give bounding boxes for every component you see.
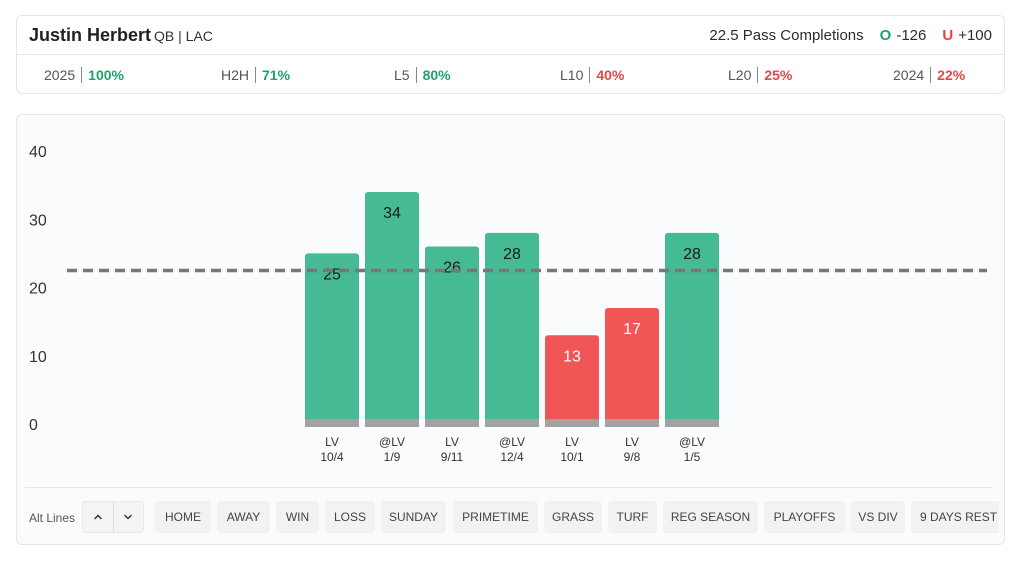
stat-label: 2024: [893, 67, 932, 83]
stat-label: 2025: [44, 67, 83, 83]
y-tick-label: 0: [29, 417, 38, 434]
filter-primetime[interactable]: PRIMETIME: [453, 501, 538, 533]
over-letter[interactable]: O: [879, 27, 892, 44]
x-tick-opponent: @LV: [379, 435, 405, 449]
prop-line: 22.5 Pass Completions O -126 U +100: [709, 27, 992, 44]
stat-value: 40%: [596, 67, 625, 83]
y-tick-label: 10: [29, 349, 47, 366]
filter-9-days-rest[interactable]: 9 DAYS REST: [911, 501, 999, 533]
bar-base: [365, 419, 419, 427]
y-tick-label: 20: [29, 281, 47, 298]
x-tick-opponent: LV: [625, 435, 639, 449]
bar-value-label: 34: [383, 205, 401, 222]
filter-grass[interactable]: GRASS: [544, 501, 602, 533]
x-tick-date: 9/11: [441, 450, 464, 464]
bar[interactable]: [665, 232, 719, 426]
filter-reg-season[interactable]: REG SEASON: [663, 501, 758, 533]
stat-value: 80%: [422, 67, 451, 83]
hit-rate-row: 2025 100% H2H 71% L5 80% L10 40% L20 25%…: [17, 56, 1004, 94]
filter-home[interactable]: HOME: [155, 501, 211, 533]
stat-2024[interactable]: 2024 22%: [893, 67, 965, 83]
alt-lines-label: Alt Lines: [29, 511, 76, 525]
x-tick-date: 10/4: [320, 450, 344, 464]
x-tick-date: 10/1: [560, 450, 584, 464]
bar-base: [425, 419, 479, 427]
filter-turf[interactable]: TURF: [608, 501, 657, 533]
x-tick-date: 9/8: [624, 450, 641, 464]
stat-value: 22%: [937, 67, 966, 83]
bar-base: [545, 419, 599, 427]
filter-bar: Alt Lines HOME AWAY WIN LOSS SUNDAY PRIM…: [17, 487, 1004, 535]
filter-away[interactable]: AWAY: [217, 501, 270, 533]
filter-win[interactable]: WIN: [276, 501, 319, 533]
chevron-down-icon[interactable]: [112, 502, 144, 532]
stat-l5[interactable]: L5 80%: [394, 67, 451, 83]
bar-value-label: 13: [563, 348, 581, 365]
stat-label: L20: [728, 67, 759, 83]
bar-base: [665, 419, 719, 427]
x-tick-date: 1/5: [684, 450, 701, 464]
bar[interactable]: [485, 232, 539, 426]
x-tick-date: 12/4: [500, 450, 524, 464]
player-title: Justin Herbert QB | LAC: [29, 25, 213, 46]
bar-base: [305, 419, 359, 427]
x-tick-opponent: @LV: [499, 435, 525, 449]
bar[interactable]: [605, 307, 659, 426]
under-odds[interactable]: +100: [958, 27, 992, 44]
y-tick-label: 30: [29, 212, 47, 229]
player-name: Justin Herbert: [29, 25, 152, 45]
y-tick-label: 40: [29, 144, 47, 161]
filter-loss[interactable]: LOSS: [325, 501, 375, 533]
bar-value-label: 26: [443, 260, 461, 277]
bar-base: [485, 419, 539, 427]
bar-value-label: 28: [503, 246, 521, 263]
prop-header-card: Justin Herbert QB | LAC 22.5 Pass Complet…: [16, 15, 1005, 94]
stat-label: H2H: [221, 67, 257, 83]
bar-value-label: 17: [623, 321, 641, 338]
stat-label: L5: [394, 67, 417, 83]
chart-card: 0 10 20 30 40 25 LV 10/4 34 @LV 1/9 26 LV 9/11 28 @LV 12…: [16, 114, 1005, 545]
x-tick-opponent: LV: [325, 435, 339, 449]
stat-l10[interactable]: L10 40%: [560, 67, 624, 83]
stat-2025[interactable]: 2025 100%: [44, 67, 124, 83]
over-odds[interactable]: -126: [896, 27, 927, 44]
x-tick-opponent: @LV: [679, 435, 705, 449]
stat-h2h[interactable]: H2H 71%: [221, 67, 290, 83]
stat-value: 100%: [88, 67, 124, 83]
bar[interactable]: [545, 335, 599, 426]
bar-base: [605, 419, 659, 427]
stat-value: 25%: [764, 67, 793, 83]
prop-label: 22.5 Pass Completions: [709, 27, 864, 44]
filter-divider: [25, 487, 992, 488]
stat-label: L10: [560, 67, 591, 83]
stat-l20[interactable]: L20 25%: [728, 67, 792, 83]
bar[interactable]: [425, 246, 479, 426]
filter-playoffs[interactable]: PLAYOFFS: [764, 501, 845, 533]
bar[interactable]: [365, 191, 419, 426]
bar-chart: 01020304025LV10/434@LV1/926LV9/1128@LV12…: [29, 144, 987, 464]
under-letter[interactable]: U: [942, 27, 954, 44]
x-tick-opponent: LV: [445, 435, 459, 449]
bar[interactable]: [305, 253, 359, 426]
bar-value-label: 28: [683, 246, 701, 263]
alt-lines-stepper: [82, 501, 144, 533]
filter-vs-div[interactable]: VS DIV: [851, 501, 905, 533]
filter-sunday[interactable]: SUNDAY: [381, 501, 446, 533]
x-tick-date: 1/9: [384, 450, 401, 464]
chevron-up-icon[interactable]: [83, 502, 113, 532]
stat-value: 71%: [262, 67, 291, 83]
x-tick-opponent: LV: [565, 435, 579, 449]
player-meta: QB | LAC: [154, 28, 213, 44]
prop-header-top: Justin Herbert QB | LAC 22.5 Pass Complet…: [17, 16, 1004, 55]
